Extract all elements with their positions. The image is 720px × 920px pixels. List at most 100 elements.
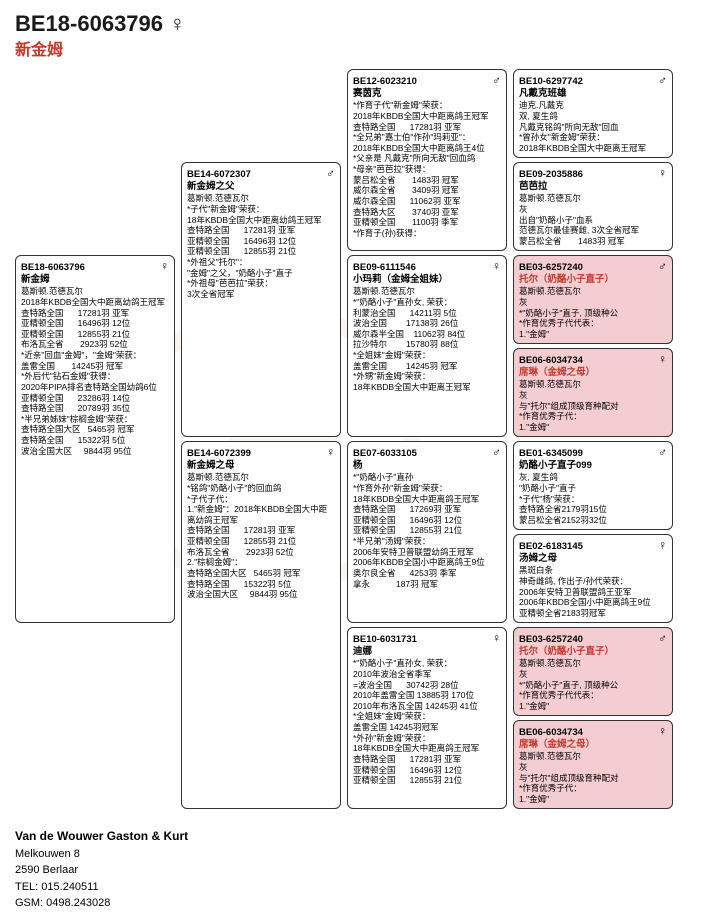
card-line: 威尔森全省 3409羽 冠军 — [353, 185, 501, 196]
card-line: 2018年KBDB全国大中距离王冠军 — [519, 143, 667, 154]
card-ring: BE03-6257240 — [519, 262, 583, 274]
card-line: 灰, 夏生鸽 — [519, 472, 667, 483]
header-ring-text: BE18-6063796 — [15, 11, 163, 36]
gender-icon: ♂ — [492, 73, 501, 88]
card-line: 查特路全国 17281羽 亚军 — [187, 225, 335, 236]
card-line: 2010年波治全省季军 — [353, 669, 501, 680]
card-line: 出自"奶酪小子"血系 — [519, 215, 667, 226]
card-line: 亚精顿全国 12855羽 21位 — [187, 246, 335, 257]
pedigree-card: BE01-6345099♂奶酪小子直子099灰, 夏生鸽"奶酪小子"直子*子代"… — [513, 441, 673, 530]
gender-icon: ♂ — [326, 166, 335, 181]
card-ring: BE14-6072307 — [187, 169, 251, 181]
card-line: 迪克.凡戴克 — [519, 100, 667, 111]
card-line: 葛斯顿.范德瓦尔 — [187, 193, 335, 204]
card-line: 灰 — [519, 669, 667, 680]
card-line: 亚精顿全国 23286羽 14位 — [21, 393, 169, 404]
pedigree-card: BE10-6297742♂凡戴克班雄迪克.凡戴克双, 夏生鸽凡戴克铭鸽"所向无敌… — [513, 69, 673, 158]
card-line: *铭鸽"奶酪小子"的回血鸽 — [187, 483, 335, 494]
pedigree-card: BE18-6063796♀新金姆葛斯顿.范德瓦尔2018年KBDB全国大中距离幼… — [15, 255, 175, 623]
card-line: *全姐妹"金姆"荣获： — [353, 711, 501, 722]
card-line: 葛斯顿.范德瓦尔 — [519, 286, 667, 297]
card-line: 利蒙治全国 14211羽 5位 — [353, 308, 501, 319]
card-ring: BE18-6063796 — [21, 262, 85, 274]
card-header: BE01-6345099♂ — [519, 445, 667, 460]
card-line: 查特路全国 20789羽 35位 — [21, 403, 169, 414]
gender-icon: ♀ — [658, 166, 667, 181]
owner-block: Van de Wouwer Gaston & Kurt Melkouwen 8 … — [15, 829, 705, 910]
owner-addr-2: TEL: 015.240511 — [15, 880, 705, 894]
gender-icon: ♀ — [160, 259, 169, 274]
card-line: 亚精顿全国 12855羽 21位 — [21, 329, 169, 340]
card-line: 查特路全国大区 5465羽 冠军 — [187, 568, 335, 579]
card-line: 2010年盖雷全国 13885羽 170位 — [353, 690, 501, 701]
card-line: 2010年布洛瓦全国 14245羽 41位 — [353, 701, 501, 712]
card-line: 范德瓦尔最佳赛雌, 3次全省冠军 — [519, 225, 667, 236]
card-line: 葛斯顿.范德瓦尔 — [519, 658, 667, 669]
card-ring: BE06-6034734 — [519, 727, 583, 739]
card-line: 查特路全国 17281羽 亚军 — [353, 754, 501, 765]
pedigree-grid: BE18-6063796♀新金姆葛斯顿.范德瓦尔2018年KBDB全国大中距离幼… — [15, 69, 705, 809]
card-line: 威尔森全国 11062羽 亚军 — [353, 196, 501, 207]
header-gender-icon: ♀ — [169, 11, 186, 36]
card-line: 波治全国大区 9844羽 95位 — [21, 446, 169, 457]
card-line: 亚精顿全国 1100羽 季军 — [353, 217, 501, 228]
card-line: 查特路全国 15322羽 5位 — [21, 435, 169, 446]
card-line: 蒙吕松全省2152羽32位 — [519, 515, 667, 526]
card-line: 蒙吕松全省 1483羽 冠军 — [353, 175, 501, 186]
card-line: 查特路大区 3740羽 亚军 — [353, 207, 501, 218]
card-name: 托尔（奶酪小子直子） — [519, 274, 667, 286]
card-line: 亚精顿全省2183羽冠军 — [519, 608, 667, 619]
card-line: *外甥"新金姆"荣获： — [353, 371, 501, 382]
card-line: *子代子代： — [187, 494, 335, 505]
card-line: *"奶酪小子"直子, 顶级种公 — [519, 680, 667, 691]
card-header: BE07-6033105 ♂ — [353, 445, 501, 460]
card-line: 威尔森半全国 11062羽 84位 — [353, 329, 501, 340]
card-line: 查特路全国 17269羽 亚军 — [353, 504, 501, 515]
card-ring: BE10-6031731 — [353, 634, 417, 646]
card-line: 与"托尔"组成顶级育种配对 — [519, 773, 667, 784]
card-line: *父亲是 凡戴克"所向无敌"回血鸽 — [353, 153, 501, 164]
card-ring: BE01-6345099 — [519, 448, 583, 460]
card-line: 18年KBDB全国大中距离鸽王冠军 — [353, 494, 501, 505]
pedigree-card: BE14-6072307♂新金姆之父葛斯顿.范德瓦尔*子代"新金姆"荣获：18年… — [181, 162, 341, 437]
card-name: 奶酪小子直子099 — [519, 460, 667, 472]
owner-addr-0: Melkouwen 8 — [15, 847, 705, 861]
card-line: 亚精顿全国 16496羽 12位 — [353, 765, 501, 776]
gender-icon: ♀ — [658, 352, 667, 367]
pedigree-card: BE10-6031731♀迪娜*"奶酪小子"直孙女, 荣获：2010年波治全省季… — [347, 627, 507, 809]
card-line: 2."棕榈金姆"： — [187, 557, 335, 568]
gender-icon: ♂ — [658, 73, 667, 88]
card-line: 蒙吕松全省 1483羽 冠军 — [519, 236, 667, 247]
card-ring: BE09-2035886 — [519, 169, 583, 181]
card-line: 2018年KBDB全国大中距离鸽王4位 — [353, 143, 501, 154]
card-line: 拉沙特尔 15780羽 88位 — [353, 339, 501, 350]
card-line: 2006年安特卫普联盟幼鸽王冠军 — [353, 547, 501, 558]
card-header: BE03-6257240♂ — [519, 259, 667, 274]
card-line: 葛斯顿.范德瓦尔 — [519, 751, 667, 762]
pedigree-card: BE03-6257240♂托尔（奶酪小子直子）葛斯顿.范德瓦尔灰*"奶酪小子"直… — [513, 255, 673, 344]
card-line: 灰 — [519, 204, 667, 215]
card-line: 盖雷全国 14245羽 冠军 — [21, 361, 169, 372]
card-line: 18年KBDB全国大中距离幼鸽王冠军 — [187, 215, 335, 226]
card-line: *外孙"新金姆"荣获： — [353, 733, 501, 744]
card-line: 黑斑白条 — [519, 565, 667, 576]
pedigree-card: BE14-6072399♀新金姆之母葛斯顿.范德瓦尔*铭鸽"奶酪小子"的回血鸽*… — [181, 441, 341, 809]
card-line: *作育子(孙)获得： — [353, 228, 501, 239]
card-line: *作育优秀子代： — [519, 783, 667, 794]
card-name: 迪娜 — [353, 646, 501, 658]
pedigree-card: BE03-6257240♂托尔（奶酪小子直子）葛斯顿.范德瓦尔灰*"奶酪小子"直… — [513, 627, 673, 716]
card-ring: BE07-6033105 — [353, 448, 417, 460]
card-header: BE03-6257240♂ — [519, 631, 667, 646]
card-line: *半兄弟"汤姆"荣获： — [353, 536, 501, 547]
card-line: 1."金姆" — [519, 794, 667, 805]
owner-name: Van de Wouwer Gaston & Kurt — [15, 829, 705, 845]
card-header: BE09-6111546♀ — [353, 259, 501, 274]
card-line: *全姐妹"金姆"荣获： — [353, 350, 501, 361]
card-line: 查特路全国大区 5465羽 冠军 — [21, 424, 169, 435]
card-line: *"奶酪小子"直子, 顶级种公 — [519, 308, 667, 319]
card-name: 凡戴克班雄 — [519, 88, 667, 100]
gender-icon: ♂ — [492, 445, 501, 460]
card-line: 神奇雌鸽, 作出子/孙代荣获： — [519, 576, 667, 587]
card-line: 葛斯顿.范德瓦尔 — [519, 193, 667, 204]
card-line: 布洛瓦全省 2923羽 52位 — [21, 339, 169, 350]
